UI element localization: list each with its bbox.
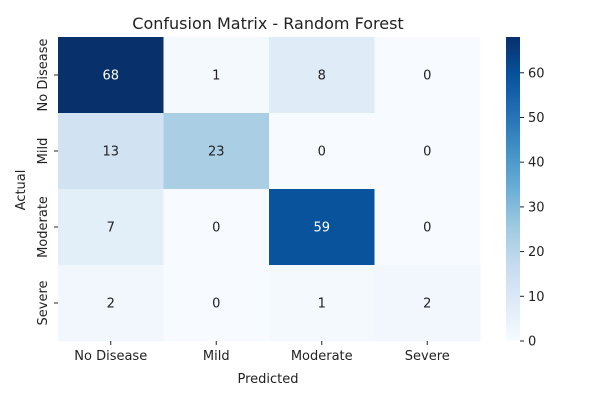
- cell-value-label: 0: [212, 221, 220, 236]
- colorbar-tick-label: 50: [528, 111, 545, 126]
- colorbar-tick-label: 40: [528, 156, 545, 171]
- y-axis-label: Actual: [14, 170, 29, 211]
- x-tick-label: No Disease: [74, 349, 147, 364]
- cell-value-label: 0: [318, 145, 326, 160]
- cell-value-label: 0: [423, 221, 431, 236]
- heatmap-cell: [163, 113, 270, 190]
- cell-value-label: 8: [318, 69, 326, 84]
- heatmap-cell: [374, 113, 481, 190]
- heatmap-cell: [374, 37, 481, 114]
- x-tick-label: Severe: [405, 349, 450, 364]
- y-tick-label: Severe: [36, 280, 51, 325]
- heatmap-cell: [269, 189, 375, 266]
- colorbar-tick-label: 10: [528, 290, 545, 305]
- cell-value-label: 0: [423, 69, 431, 84]
- cell-value-label: 7: [107, 221, 115, 236]
- cell-value-label: 0: [212, 297, 220, 312]
- y-tick-labels: No Disease Mild Moderate Severe: [36, 39, 58, 326]
- cell-value-label: 59: [313, 221, 330, 236]
- colorbar: [506, 37, 520, 341]
- heatmap-cell: [374, 265, 481, 342]
- colorbar-ticks: 0 10 20 30 40 50 60: [520, 66, 545, 350]
- y-tick-label: Mild: [36, 138, 51, 165]
- cell-value-label: 1: [318, 297, 326, 312]
- heatmap-cell: [269, 113, 375, 190]
- cell-value-label: 68: [102, 69, 119, 84]
- heatmap-cell: [58, 265, 164, 342]
- x-tick-label: Moderate: [291, 349, 353, 364]
- heatmap-cells: 68 1 8 0 13 23 0 0 7 0 59 0 2 0 1 2: [58, 37, 481, 342]
- cell-value-label: 2: [423, 297, 431, 312]
- heatmap-cell: [269, 265, 375, 342]
- colorbar-tick-label: 0: [528, 335, 536, 350]
- heatmap-cell: [269, 37, 375, 114]
- x-tick-label: Mild: [203, 349, 230, 364]
- heatmap-cell: [58, 37, 164, 114]
- heatmap-cell: [58, 113, 164, 190]
- heatmap-cell: [374, 189, 481, 266]
- x-axis-label: Predicted: [237, 372, 298, 387]
- cell-value-label: 0: [423, 145, 431, 160]
- y-tick-label: Moderate: [36, 196, 51, 258]
- y-tick-label: No Disease: [36, 39, 51, 112]
- chart-title: Confusion Matrix - Random Forest: [132, 14, 403, 33]
- colorbar-tick-label: 30: [528, 200, 545, 215]
- heatmap-cell: [58, 189, 164, 266]
- colorbar-tick-label: 20: [528, 245, 545, 260]
- colorbar-tick-label: 60: [528, 66, 545, 81]
- heatmap-cell: [163, 189, 270, 266]
- cell-value-label: 23: [208, 145, 225, 160]
- cell-value-label: 1: [212, 69, 220, 84]
- heatmap-cell: [163, 37, 270, 114]
- cell-value-label: 13: [102, 145, 119, 160]
- heatmap-cell: [163, 265, 270, 342]
- cell-value-label: 2: [107, 297, 115, 312]
- x-tick-labels: No Disease Mild Moderate Severe: [74, 341, 450, 364]
